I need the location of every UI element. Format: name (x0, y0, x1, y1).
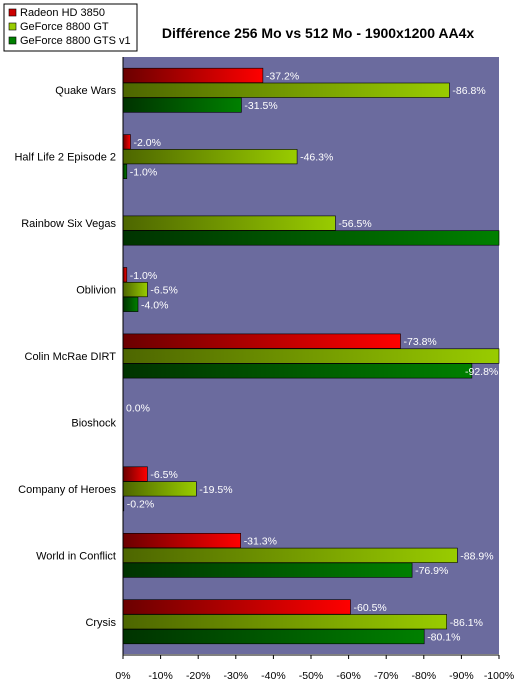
bar-geforce-8800-gt-rainbow-six-vegas (122, 215, 336, 231)
value-label-radeon-hd-3850-world-in-conflict: -31.3% (244, 536, 277, 548)
value-label-radeon-hd-3850-quake-wars: -37.2% (266, 70, 299, 82)
category-labels-group: Quake Wars Half Life 2 Episode 2 Rainbow S… (14, 85, 116, 629)
bar-geforce-8800-gts-v1-quake-wars (122, 97, 242, 113)
x-tick-labels: 0% -10% -20% -30% -40% -50% -60% -70% -80% -90% -1… (115, 670, 514, 682)
legend-label-radeon: Radeon HD 3850 (20, 7, 105, 19)
bar-geforce-8800-gt-colin-mcrae-dirt (122, 348, 500, 364)
legend-label-8800gt: GeForce 8800 GT (20, 21, 109, 33)
value-label-geforce-8800-gt-company-of-heroes: -19.5% (199, 484, 232, 496)
bar-radeon-hd-3850-oblivion (122, 267, 128, 283)
value-label-geforce-8800-gts-v1-company-of-heroes: -0.2% (127, 499, 154, 511)
bar-geforce-8800-gt-quake-wars (122, 82, 450, 98)
x-tick-label: -30% (224, 670, 249, 682)
value-label-geforce-8800-gts-v1-oblivion: -4.0% (141, 299, 168, 311)
bar-geforce-8800-gts-v1-world-in-conflict (122, 562, 413, 578)
category-label-world-in-conflict: World in Conflict (36, 550, 116, 562)
category-label-half-life-2-episode-2: Half Life 2 Episode 2 (14, 152, 116, 164)
legend: Radeon HD 3850 GeForce 8800 GT GeForce 8… (3, 3, 138, 52)
value-label-geforce-8800-gts-v1-quake-wars: -31.5% (244, 100, 277, 112)
value-label-radeon-hd-3850-company-of-heroes: -6.5% (150, 469, 177, 481)
bar-radeon-hd-3850-world-in-conflict (122, 532, 241, 549)
bar-geforce-8800-gt-half-life-2-episode-2 (122, 149, 298, 165)
bar-geforce-8800-gts-v1-colin-mcrae-dirt (122, 363, 473, 379)
bar-geforce-8800-gts-v1-crysis (122, 628, 425, 645)
x-tick-label: -10% (148, 670, 173, 682)
x-tick-label: -70% (374, 670, 399, 682)
value-label-geforce-8800-gts-v1-world-in-conflict: -76.9% (415, 565, 448, 577)
value-label-geforce-8800-gts-v1-colin-mcrae-dirt: -92.8% (465, 366, 498, 378)
category-label-bioshock: Bioshock (71, 417, 116, 429)
bar-radeon-hd-3850-company-of-heroes (122, 466, 148, 482)
value-label-radeon-hd-3850-half-life-2-episode-2: -2.0% (134, 137, 161, 149)
bar-geforce-8800-gts-v1-half-life-2-episode-2 (122, 163, 128, 179)
bar-geforce-8800-gt-oblivion (122, 281, 148, 298)
bar-radeon-hd-3850-crysis (122, 599, 351, 615)
category-label-company-of-heroes: Company of Heroes (18, 484, 116, 496)
value-label-geforce-8800-gt-crysis: -86.1% (450, 617, 483, 629)
legend-swatch-8800gts (8, 36, 17, 45)
value-label-geforce-8800-gt-oblivion: -6.5% (150, 285, 177, 297)
x-tick-label: -60% (336, 670, 361, 682)
value-label-geforce-8800-gt-world-in-conflict: -88.9% (460, 550, 493, 562)
bar-geforce-8800-gts-v1-oblivion (122, 296, 139, 312)
value-label-radeon-hd-3850-colin-mcrae-dirt: -73.8% (404, 336, 437, 348)
category-label-crysis: Crysis (85, 617, 116, 629)
x-tick-label: -40% (261, 670, 286, 682)
bar-radeon-hd-3850-quake-wars (122, 67, 264, 83)
value-labels-group: -37.2% -86.8% -31.5% -2.0% -46.3% -1.0% -56.5%… (126, 70, 498, 643)
x-tick-label: -20% (186, 670, 211, 682)
category-label-oblivion: Oblivion (76, 285, 116, 297)
bars-group (122, 67, 500, 645)
value-label-geforce-8800-gts-v1-crysis: -80.1% (427, 632, 460, 644)
legend-swatch-radeon (8, 8, 17, 17)
bar-geforce-8800-gts-v1-rainbow-six-vegas (122, 230, 500, 246)
legend-label-8800gts: GeForce 8800 GTS v1 (20, 35, 131, 47)
bar-geforce-8800-gt-company-of-heroes (122, 481, 197, 497)
bar-geforce-8800-gt-crysis (122, 614, 448, 630)
chart-title: Différence 256 Mo vs 512 Mo - 1900x1200 … (162, 25, 475, 41)
value-label-geforce-8800-gts-v1-half-life-2-episode-2: -1.0% (130, 167, 157, 179)
x-tick-label: -80% (412, 670, 437, 682)
x-tick-label: -50% (299, 670, 324, 682)
bar-geforce-8800-gt-world-in-conflict (122, 547, 458, 563)
x-axis (122, 57, 500, 659)
value-label-radeon-hd-3850-oblivion: -1.0% (130, 270, 157, 282)
category-label-colin-mcrae-dirt: Colin McRae DIRT (25, 351, 117, 363)
x-tick-label: -100% (484, 670, 514, 682)
x-tick-label: -90% (449, 670, 474, 682)
value-label-radeon-hd-3850-crysis: -60.5% (354, 602, 387, 614)
category-label-quake-wars: Quake Wars (55, 85, 116, 97)
value-label-radeon-hd-3850-bioshock: 0.0% (126, 403, 150, 415)
legend-swatch-8800gt (8, 22, 17, 31)
value-label-geforce-8800-gt-rainbow-six-vegas: -56.5% (338, 218, 371, 230)
x-tick-label: 0% (115, 670, 130, 682)
value-label-geforce-8800-gt-quake-wars: -86.8% (452, 85, 485, 97)
legend-box (3, 3, 138, 52)
value-label-geforce-8800-gt-half-life-2-episode-2: -46.3% (300, 152, 333, 164)
category-label-rainbow-six-vegas: Rainbow Six Vegas (21, 218, 116, 230)
bar-radeon-hd-3850-half-life-2-episode-2 (122, 134, 131, 150)
bar-radeon-hd-3850-colin-mcrae-dirt (122, 333, 401, 349)
